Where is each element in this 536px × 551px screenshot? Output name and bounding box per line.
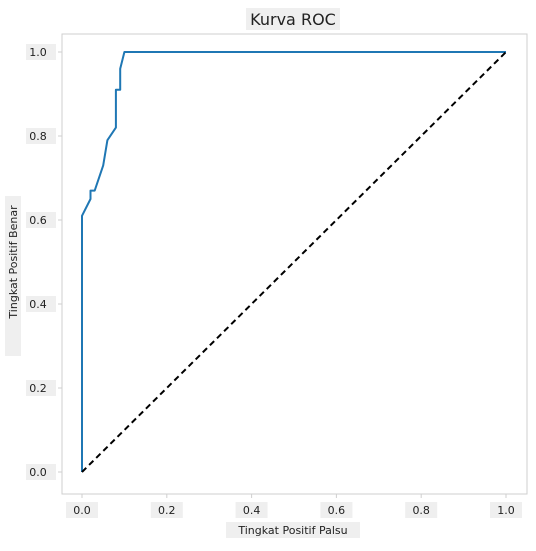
chance-diagonal-line xyxy=(81,51,507,473)
x-tick-label-4: 0.8 xyxy=(412,504,430,517)
x-tick-label-bg-0 xyxy=(66,502,98,518)
y-tick-label-bg-0 xyxy=(26,464,56,480)
x-tick-label-0: 0.0 xyxy=(73,504,91,517)
y-tick-label-bg-1 xyxy=(26,380,56,396)
y-tick-label-4: 0.8 xyxy=(29,130,47,143)
y-axis-label-group: Tingkat Positif Benar xyxy=(5,196,21,356)
x-axis-label-group: Tingkat Positif Palsu xyxy=(226,522,360,538)
x-tick-label-1: 0.2 xyxy=(158,504,176,517)
x-tick-label-2: 0.4 xyxy=(243,504,261,517)
plot-frame xyxy=(61,33,528,495)
x-tick-label-5: 1.0 xyxy=(497,504,515,517)
roc-curve-line xyxy=(81,51,506,472)
y-tick-label-bg-3 xyxy=(26,212,56,228)
x-tick-label-bg-1 xyxy=(150,502,183,518)
y-tick-label-5: 1.0 xyxy=(29,46,47,59)
x-tick-label-bg-4 xyxy=(405,502,438,518)
x-axis-label: Tingkat Positif Palsu xyxy=(237,524,347,537)
x-tick-label-bg-3 xyxy=(320,502,353,518)
y-tick-label-bg-5 xyxy=(26,44,56,60)
x-tick-label-bg-5 xyxy=(490,502,522,518)
y-tick-label-bg-4 xyxy=(26,128,56,144)
series-group xyxy=(81,51,507,473)
y-axis-label: Tingkat Positif Benar xyxy=(7,205,20,320)
x-tick-label-3: 0.6 xyxy=(328,504,346,517)
y-tick-label-2: 0.4 xyxy=(29,298,47,311)
y-tick-label-3: 0.6 xyxy=(29,214,47,227)
y-tick-label-1: 0.2 xyxy=(29,382,47,395)
chart-title: Kurva ROC xyxy=(250,10,336,29)
y-tick-label-0: 0.0 xyxy=(29,466,47,479)
x-axis: 0.0 0.2 0.4 0.6 0.8 1.0 xyxy=(66,494,522,518)
y-axis: 0.0 0.2 0.4 0.6 0.8 1.0 xyxy=(26,44,62,480)
x-tick-label-bg-2 xyxy=(235,502,268,518)
chart-title-group: Kurva ROC xyxy=(246,8,340,30)
y-tick-label-bg-2 xyxy=(26,296,56,312)
